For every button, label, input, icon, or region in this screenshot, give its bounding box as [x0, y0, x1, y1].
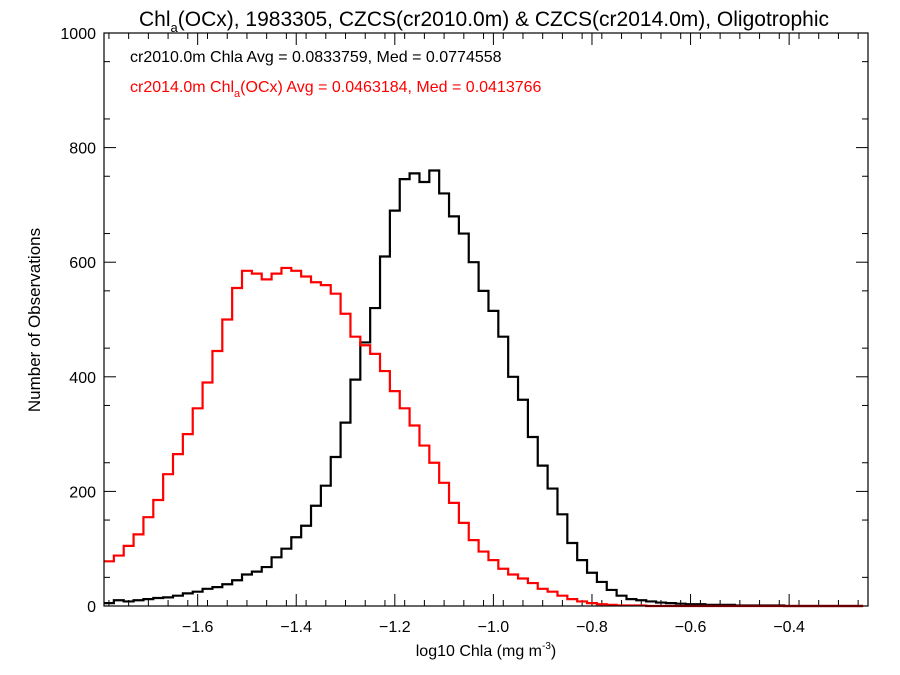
x-axis-label-superscript: -3: [542, 641, 551, 652]
series-cr2014-histogram: [104, 266, 864, 608]
chart-title-subscript: a: [171, 20, 179, 35]
tick-labels: −1.6 −1.4 −1.2 −1.0 −0.8 −0.6 −0.4 0 200 400 600 80…: [60, 26, 805, 636]
chart-title: Chla(OCx), 1983305, CZCS(cr2010.0m) & CZ…: [139, 8, 829, 35]
x-tick-label: −1.4: [280, 619, 312, 636]
y-tick-label: 600: [69, 255, 96, 272]
x-tick-label: −0.4: [773, 619, 805, 636]
x-tick-label: −1.2: [379, 619, 411, 636]
plot-frame: [103, 32, 869, 607]
legend-entry-cr2010: cr2010.0m Chla Avg = 0.0833759, Med = 0.…: [130, 49, 502, 66]
y-tick-label: 800: [69, 141, 96, 158]
x-tick-label: −0.6: [675, 619, 707, 636]
axis-ticks: [104, 32, 868, 607]
y-axis-label: Number of Observations: [25, 228, 44, 412]
x-tick-label: −0.8: [576, 619, 608, 636]
legend-entry-cr2014: cr2014.0m Chla(OCx) Avg = 0.0463184, Med…: [130, 79, 542, 100]
series-cr2010-histogram: [104, 169, 864, 608]
y-tick-label: 200: [69, 484, 96, 501]
y-tick-label: 1000: [60, 26, 96, 43]
x-axis-label: log10 Chla (mg m-3): [416, 641, 557, 660]
legend-entry-cr2014-subscript: a: [234, 88, 241, 100]
y-tick-label: 0: [87, 599, 96, 616]
series-layer: [104, 169, 864, 608]
y-tick-label: 400: [69, 370, 96, 387]
x-tick-label: −1.0: [478, 619, 510, 636]
x-tick-label: −1.6: [182, 619, 214, 636]
